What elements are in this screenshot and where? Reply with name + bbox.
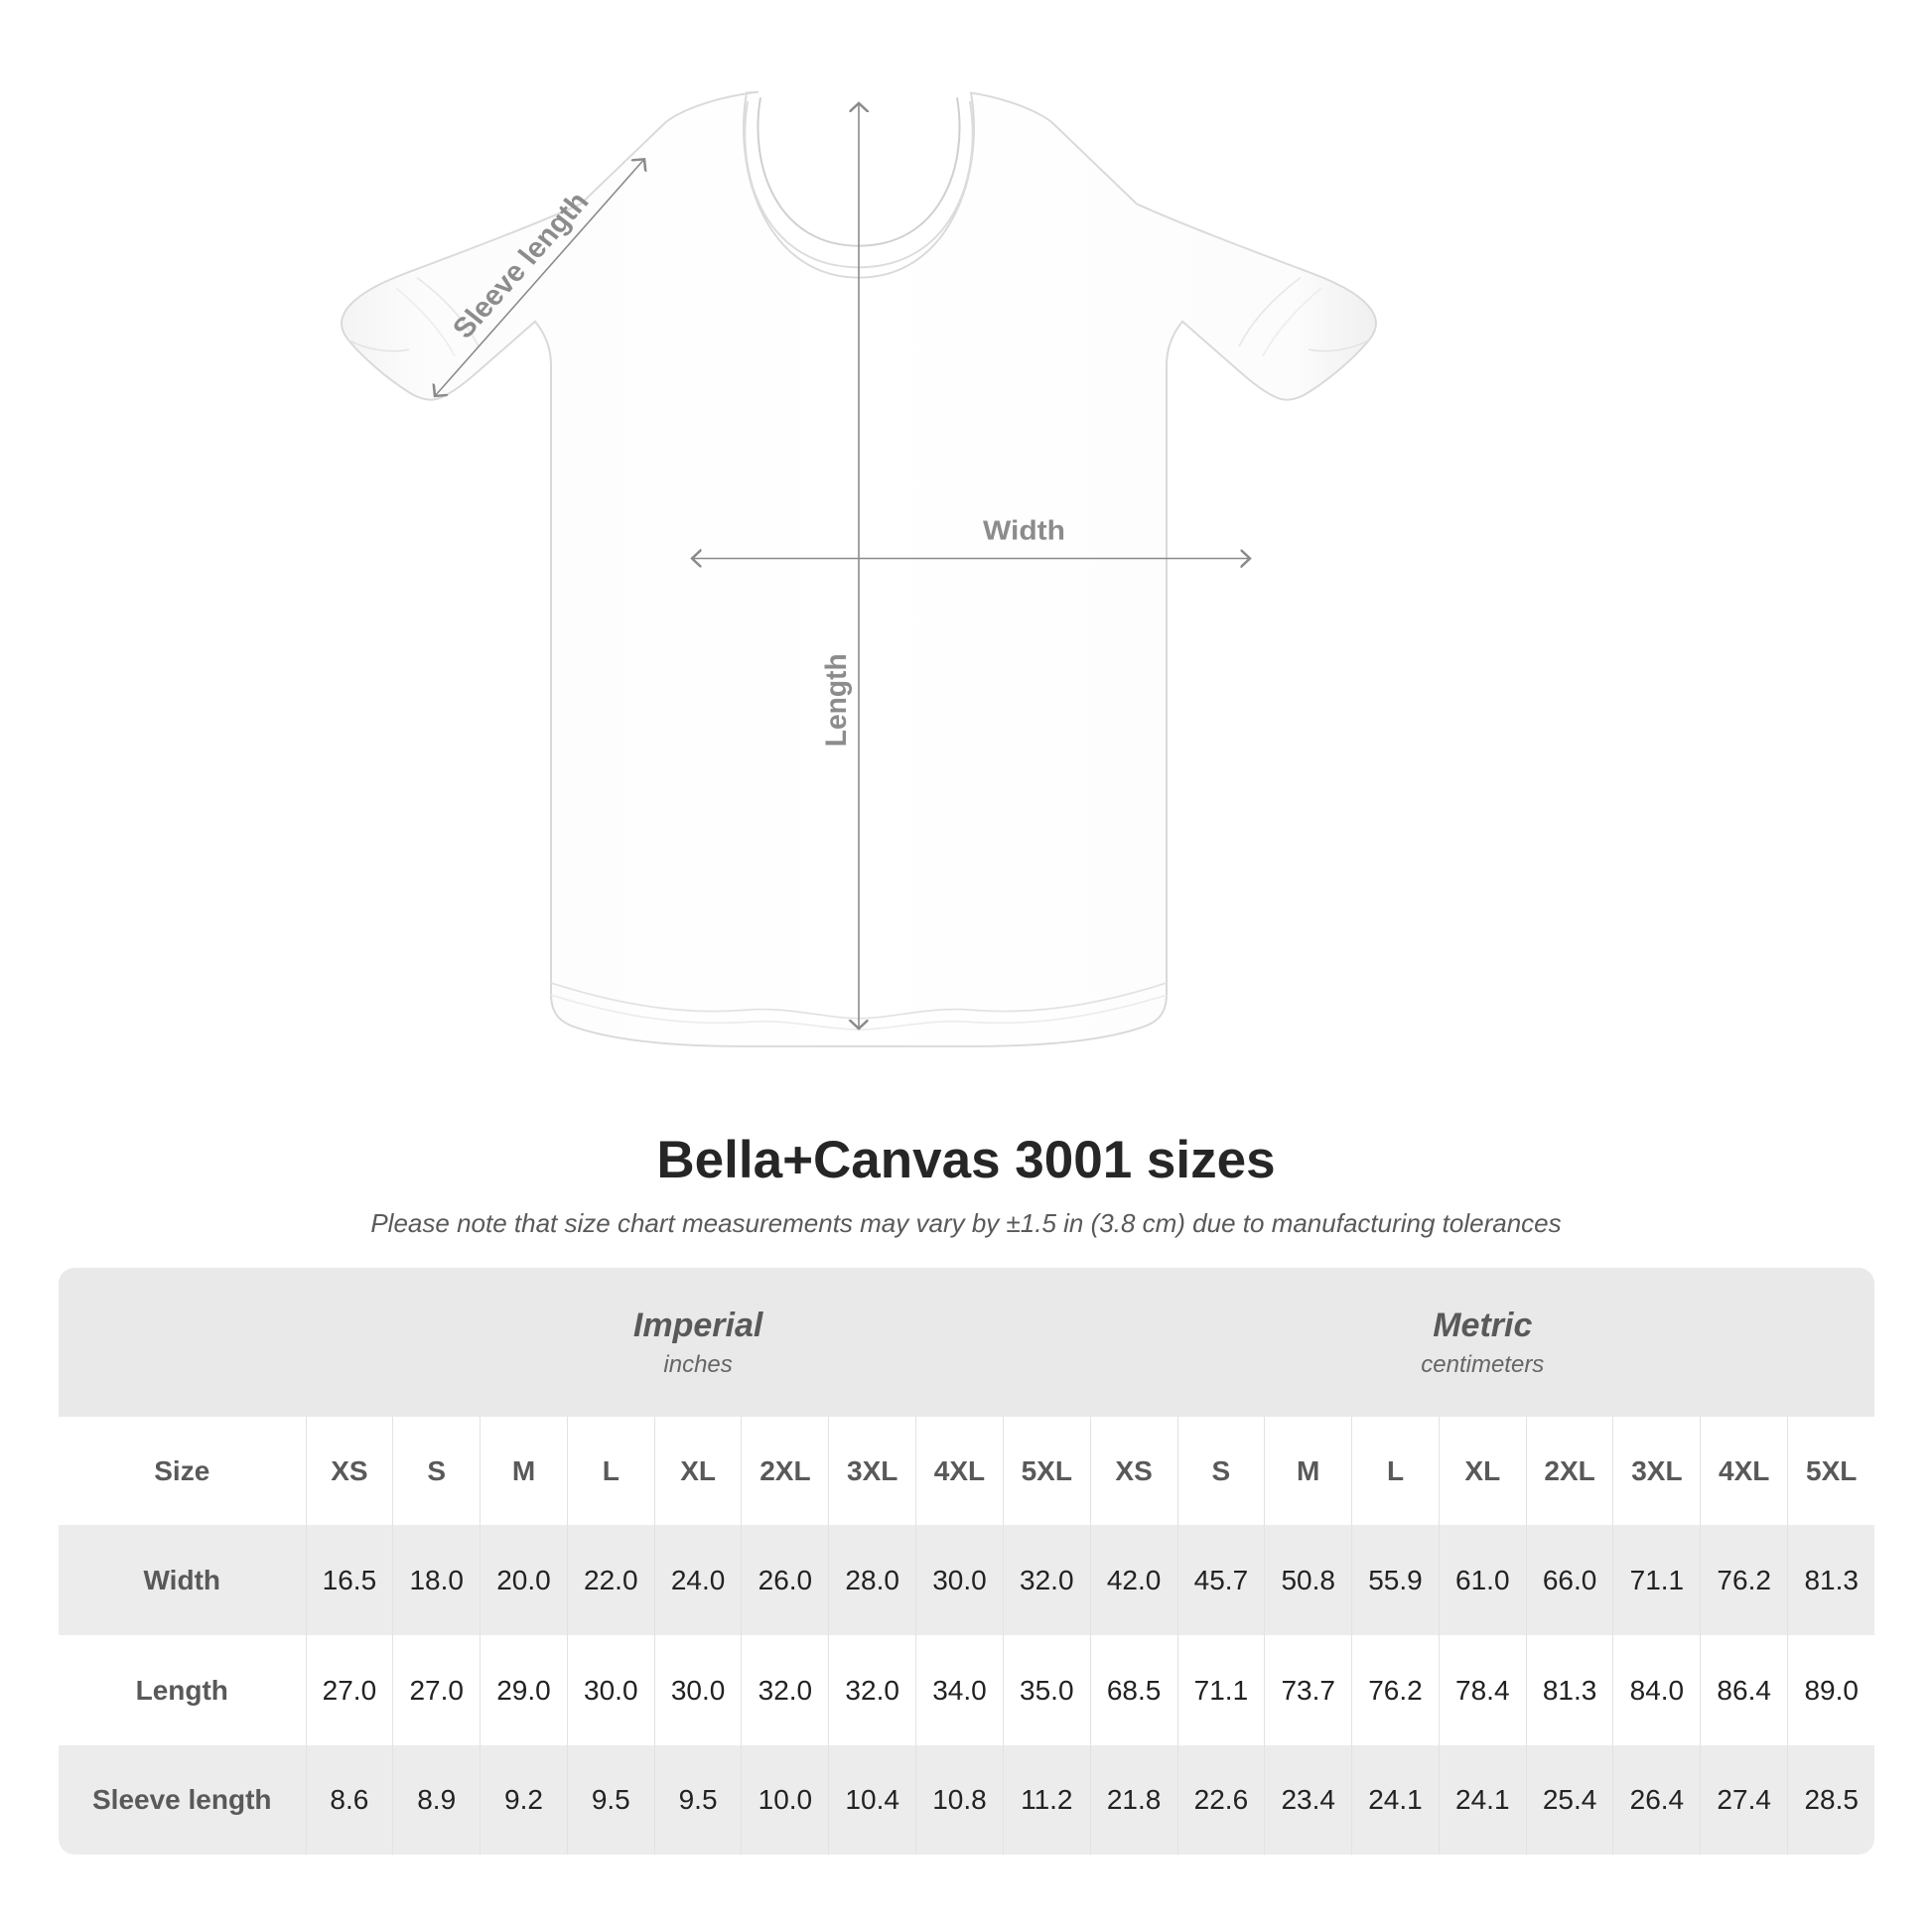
svg-text:Width: Width <box>983 515 1065 546</box>
svg-text:Sleeve length: Sleeve length <box>447 187 596 345</box>
svg-text:Length: Length <box>820 653 853 747</box>
